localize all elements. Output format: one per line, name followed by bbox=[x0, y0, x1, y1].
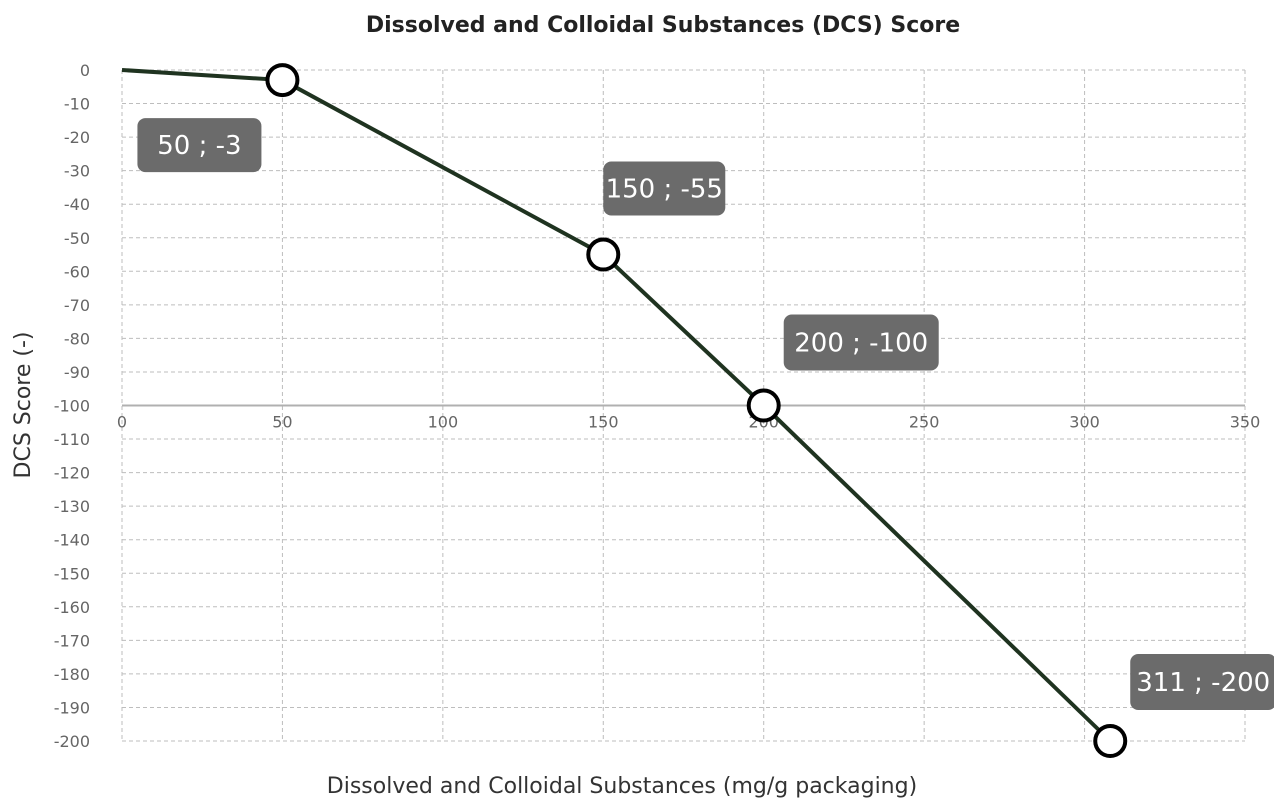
data-label-box bbox=[603, 161, 726, 216]
data-point-marker bbox=[586, 237, 621, 272]
y-tick-label: -130 bbox=[54, 497, 90, 516]
x-tick-label: 300 bbox=[1069, 413, 1100, 432]
x-axis-label: Dissolved and Colloidal Substances (mg/g… bbox=[327, 774, 917, 799]
y-tick-label: -80 bbox=[64, 329, 90, 348]
y-tick-label: -20 bbox=[64, 128, 90, 147]
y-axis-label: DCS Score (-) bbox=[11, 332, 36, 479]
y-tick-label: -150 bbox=[54, 564, 90, 583]
y-tick-label: -90 bbox=[64, 363, 90, 382]
y-tick-label: -180 bbox=[54, 665, 90, 684]
y-tick-label: -160 bbox=[54, 598, 90, 617]
y-tick-label: -100 bbox=[54, 397, 90, 416]
y-tick-label: -50 bbox=[64, 229, 90, 248]
data-point-marker bbox=[265, 63, 300, 98]
y-tick-label: -120 bbox=[54, 464, 90, 483]
x-tick-labels: 050100150200250300350 bbox=[117, 413, 1260, 432]
y-tick-label: -40 bbox=[64, 195, 90, 214]
data-labels: 50 ; -3 150 ; -55 200 ; -100 311 ; -200 bbox=[137, 118, 1274, 710]
y-tick-label: -10 bbox=[64, 95, 90, 114]
y-tick-label: -140 bbox=[54, 531, 90, 550]
data-point-marker bbox=[1093, 724, 1128, 758]
data-point-marker bbox=[746, 388, 781, 423]
chart-title: Dissolved and Colloidal Substances (DCS)… bbox=[366, 13, 960, 38]
y-tick-label: -30 bbox=[64, 162, 90, 181]
data-label: 50 ; -3 bbox=[157, 131, 241, 161]
data-label: 200 ; -100 bbox=[794, 329, 928, 359]
x-tick-label: 100 bbox=[428, 413, 459, 432]
y-tick-labels: 0 -10 -20 -30 -40 -50 -60 -70 -80 -90 -100 -110 -120… bbox=[54, 61, 90, 751]
x-tick-label: 50 bbox=[272, 413, 292, 432]
y-tick-label: -70 bbox=[64, 296, 90, 315]
series-layer bbox=[121, 63, 1128, 758]
y-tick-label: -110 bbox=[54, 430, 90, 449]
y-tick-label: -190 bbox=[54, 698, 90, 717]
data-label: 150 ; -55 bbox=[606, 175, 723, 205]
data-label-box bbox=[137, 118, 262, 173]
y-tick-label: -60 bbox=[64, 262, 90, 281]
data-label-box bbox=[1130, 654, 1274, 710]
y-tick-label: -170 bbox=[54, 631, 90, 650]
y-tick-label: 0 bbox=[80, 61, 90, 80]
data-label-box bbox=[783, 314, 939, 371]
x-tick-label: 150 bbox=[588, 413, 619, 432]
x-tick-label: 0 bbox=[117, 413, 127, 432]
data-label: 311 ; -200 bbox=[1136, 668, 1270, 698]
x-tick-label: 350 bbox=[1230, 413, 1261, 432]
y-tick-label: -200 bbox=[54, 732, 90, 751]
x-tick-label: 250 bbox=[909, 413, 940, 432]
